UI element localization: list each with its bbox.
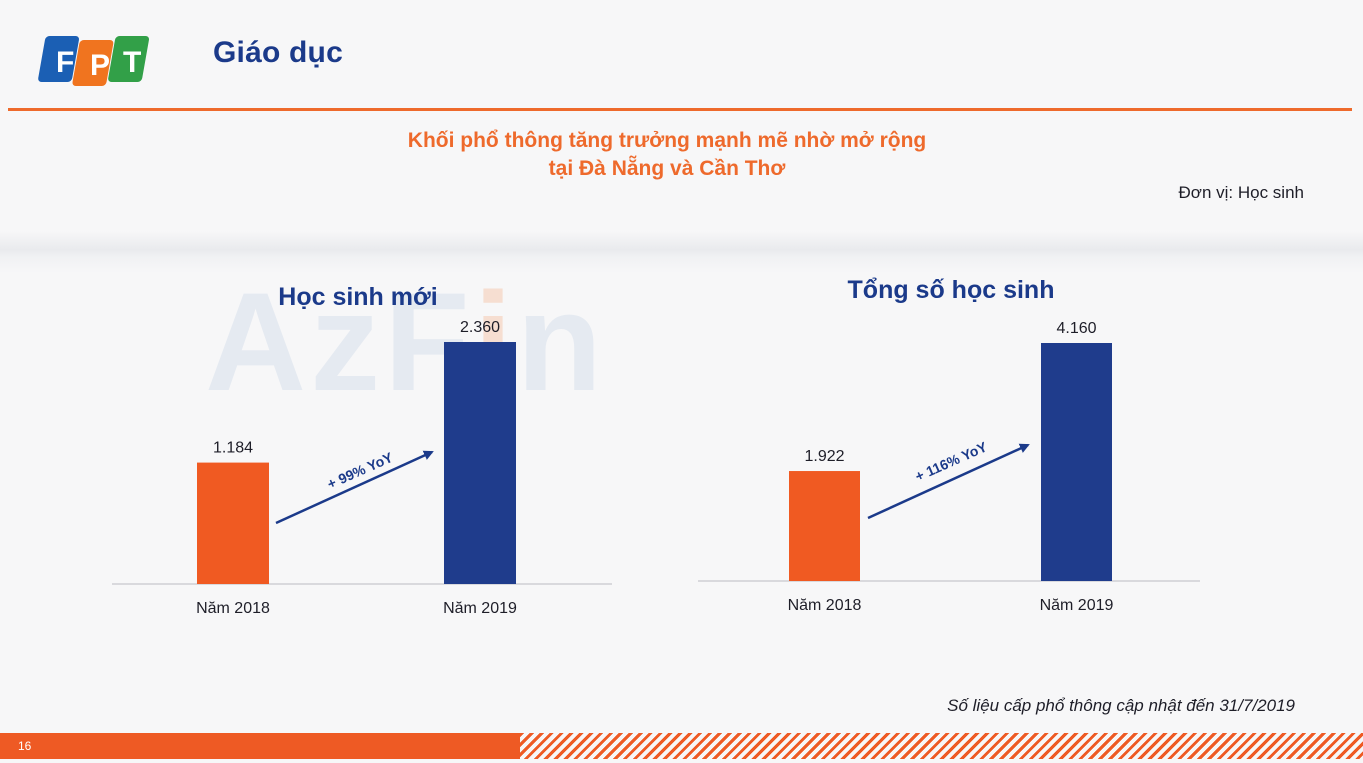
svg-text:F: F: [56, 46, 74, 79]
chart-0-bar-0: [197, 462, 269, 584]
decorative-band: [0, 231, 1363, 273]
page-number: 16: [18, 739, 32, 753]
fpt-logo: F P T: [38, 36, 150, 86]
chart-0-value-label-1: 2.360: [460, 319, 500, 336]
chart-title-new-students: Học sinh mới: [278, 283, 438, 311]
unit-label: Đơn vị: Học sinh: [1178, 183, 1304, 202]
footer-bar: [0, 733, 530, 759]
chart-1-value-label-0: 1.922: [804, 448, 844, 465]
chart-1-category-label-0: Năm 2018: [788, 597, 862, 614]
footer-hatch: [520, 733, 1363, 759]
chart-0-category-label-0: Năm 2018: [196, 600, 270, 617]
headline-line-2: tại Đà Nẵng và Cần Thơ: [548, 157, 786, 180]
chart-1-category-label-1: Năm 2019: [1040, 597, 1114, 614]
watermark-text-end: n: [516, 263, 607, 420]
watermark-text-main: AzF: [205, 263, 474, 420]
chart-1-value-label-1: 4.160: [1056, 320, 1096, 337]
svg-text:T: T: [123, 46, 141, 79]
chart-0-value-label-0: 1.184: [213, 440, 253, 457]
page-title: Giáo dục: [213, 36, 343, 69]
chart-title-total-students: Tổng số học sinh: [847, 276, 1055, 304]
chart-0-bar-1: [444, 342, 516, 584]
header-divider: [8, 108, 1352, 111]
chart-0-category-label-1: Năm 2019: [443, 600, 517, 617]
footnote: Số liệu cấp phổ thông cập nhật đến 31/7/…: [947, 696, 1295, 715]
chart-1-bar-0: [789, 471, 860, 581]
headline-line-1: Khối phổ thông tăng trưởng mạnh mẽ nhờ m…: [407, 129, 927, 152]
chart-0-growth-arrow: [275, 450, 434, 525]
chart-1-bar-1: [1041, 343, 1112, 581]
chart-1-growth-arrow: [867, 443, 1030, 520]
chart-1-yoy-annotation: + 116% YoY: [913, 438, 990, 484]
svg-text:P: P: [90, 49, 110, 82]
